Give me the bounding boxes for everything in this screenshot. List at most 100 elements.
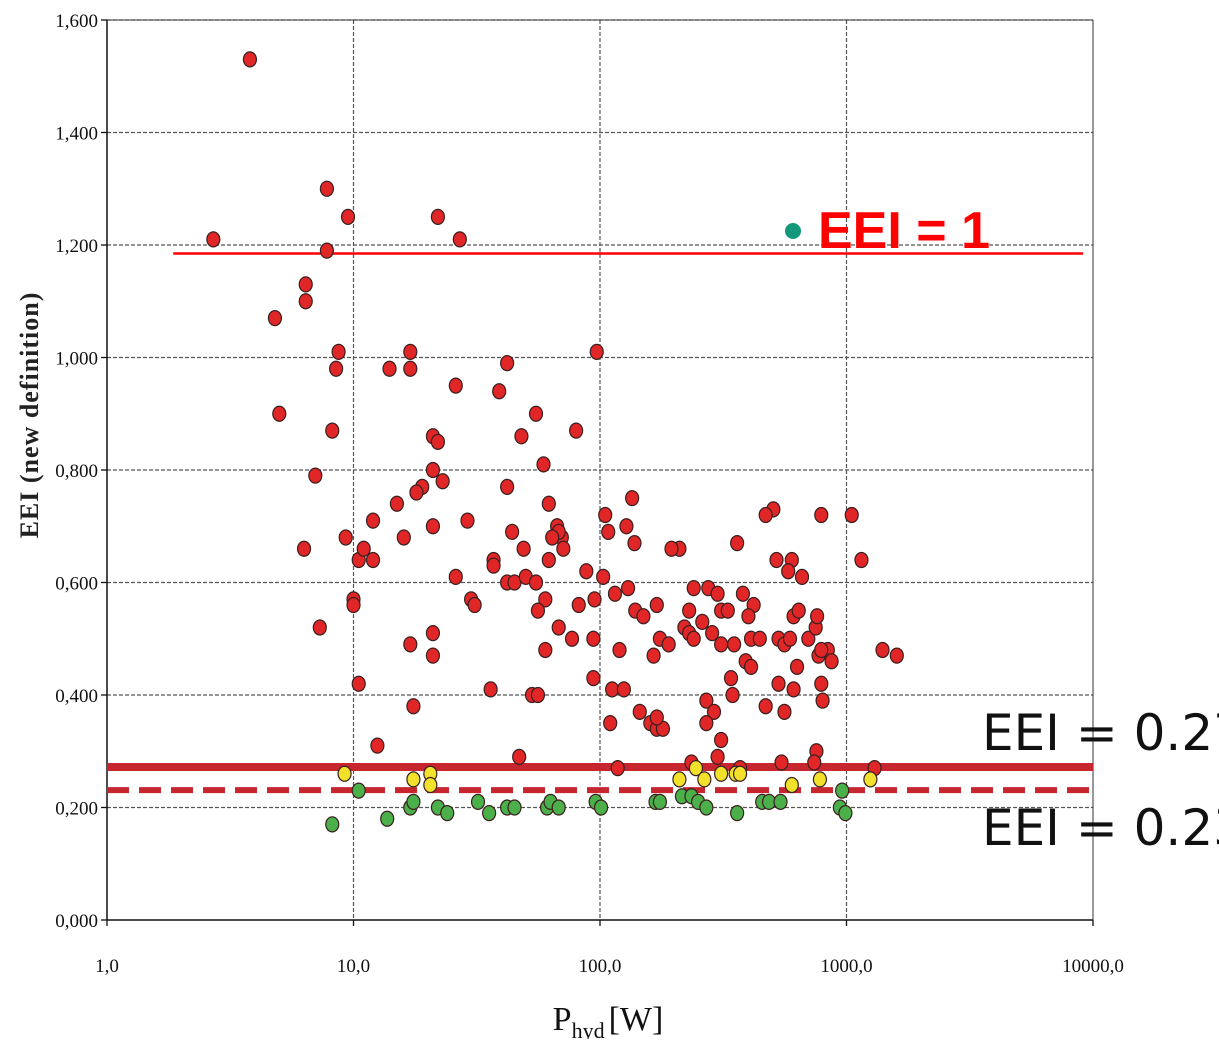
red-data-point [612, 641, 627, 659]
green-data-point [507, 799, 522, 816]
red-data-point [710, 748, 725, 765]
red-data-point [632, 703, 647, 720]
red-data-point [541, 495, 556, 512]
red-data-point [448, 377, 463, 394]
yellow-data-point [672, 771, 687, 788]
red-data-point [741, 608, 756, 625]
yellow-data-point [688, 760, 704, 777]
red-data-point [786, 681, 801, 698]
red-data-point [791, 602, 806, 619]
red-data-point [814, 641, 829, 659]
x-tick-label: 10000,0 [1062, 956, 1124, 977]
red-data-point [396, 529, 411, 546]
red-data-point [844, 506, 859, 524]
red-data-point [538, 641, 553, 659]
red-data-point [814, 675, 829, 692]
red-data-point [649, 596, 664, 614]
y-tick-label: 1,000 [55, 349, 98, 370]
red-data-point [329, 360, 344, 377]
red-data-point [682, 602, 697, 619]
red-data-point [875, 641, 890, 659]
red-data-point [505, 523, 520, 540]
red-data-point [587, 591, 602, 608]
red-data-point [610, 760, 625, 777]
red-data-point [425, 461, 441, 479]
red-data-point [483, 681, 498, 698]
points-layer [206, 51, 904, 833]
red-data-point [365, 512, 381, 529]
red-data-point [365, 551, 381, 569]
red-data-point [298, 293, 313, 310]
red-data-point [340, 208, 356, 225]
red-data-point [774, 754, 789, 771]
red-data-point [389, 495, 405, 512]
red-data-point [356, 540, 371, 557]
red-data-point [649, 709, 664, 726]
red-data-point [460, 512, 475, 529]
red-data-point [596, 568, 611, 585]
green-data-point [482, 805, 497, 822]
red-data-point [338, 529, 353, 546]
red-data-point [758, 506, 773, 524]
red-data-point [620, 580, 636, 597]
y-tick-label: 0,000 [55, 911, 98, 932]
red-data-point [714, 731, 729, 749]
red-data-point [538, 591, 553, 608]
red-data-point [492, 383, 507, 400]
red-data-point [370, 737, 385, 754]
red-data-point [331, 343, 346, 360]
red-data-point [710, 585, 725, 602]
red-data-point [308, 467, 323, 484]
red-data-point [430, 433, 446, 450]
red-data-point [619, 518, 634, 535]
red-data-point [545, 529, 560, 546]
yellow-data-point [732, 765, 748, 782]
red-data-point [514, 428, 529, 445]
yellow-data-point [784, 776, 799, 794]
red-data-point [571, 596, 586, 614]
green-data-point [699, 799, 714, 816]
red-data-point [598, 506, 613, 524]
y-tick-label: 0,200 [55, 799, 98, 820]
tick-labels-layer: 0,000 0,200 0,400 0,600 0,800 1,000 1,200 1,400… [55, 11, 1124, 977]
red-data-point [782, 630, 798, 647]
green-data-point [652, 793, 668, 810]
red-data-point [735, 585, 751, 602]
y-tick-label: 0,600 [55, 574, 98, 595]
red-data-point [448, 568, 463, 585]
red-data-point [516, 540, 531, 557]
red-data-point [686, 630, 701, 647]
red-data-point [425, 647, 441, 664]
green-data-point [351, 782, 366, 799]
red-data-point [789, 658, 805, 675]
red-data-point [661, 636, 676, 653]
y-tick-label: 0,400 [55, 686, 98, 707]
eei027-annotation: EEI = 0.27 [982, 704, 1219, 762]
red-data-point [589, 343, 604, 360]
y-axis-label: EEI (new definition) [15, 292, 44, 539]
red-data-point [409, 484, 424, 501]
red-data-point [603, 715, 618, 732]
red-data-point [528, 405, 544, 422]
red-data-point [272, 405, 287, 422]
red-data-point [758, 698, 773, 715]
red-data-point [403, 636, 418, 653]
red-data-point [312, 619, 327, 636]
green-data-point [551, 799, 566, 816]
green-data-point [593, 799, 609, 816]
red-data-point [777, 703, 792, 720]
red-data-point [346, 596, 361, 614]
red-data-point [267, 310, 283, 327]
red-data-point [500, 478, 515, 495]
red-data-point [686, 580, 701, 597]
red-data-point [528, 574, 544, 591]
red-data-point [556, 540, 571, 557]
red-data-point [296, 540, 312, 557]
red-data-point [500, 355, 515, 372]
yellow-data-point [423, 776, 438, 794]
red-data-point [854, 551, 869, 569]
red-data-point [769, 551, 784, 569]
red-data-point [699, 692, 714, 709]
red-data-point [752, 630, 767, 647]
red-data-point [781, 563, 796, 580]
